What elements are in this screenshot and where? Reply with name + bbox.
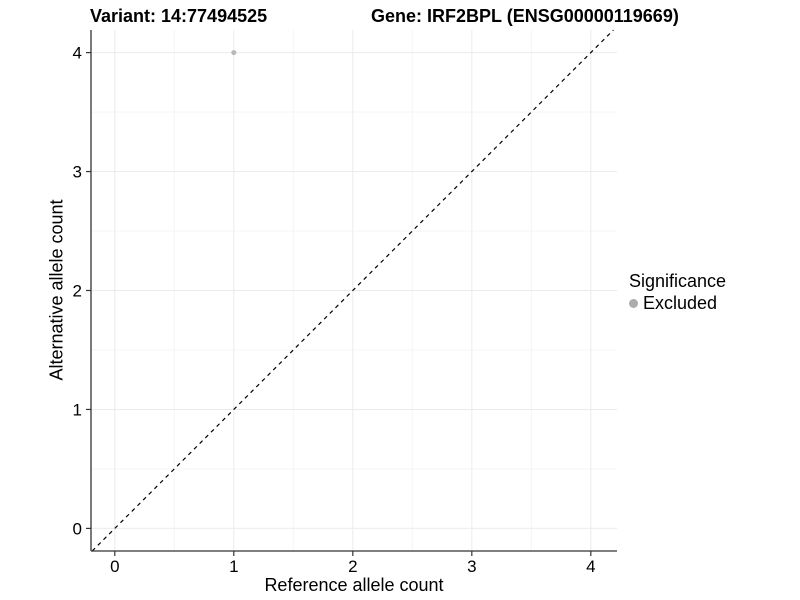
identity-line: [91, 29, 614, 552]
legend-entries: Excluded: [629, 293, 726, 314]
plot-title-gene: Gene: IRF2BPL (ENSG00000119669): [371, 6, 679, 26]
legend-label: Excluded: [643, 293, 718, 313]
legend-title: Significance: [629, 271, 727, 291]
legend: Significance Excluded: [629, 271, 726, 314]
y-axis-title: Alternative allele count: [46, 199, 67, 381]
data-point: [231, 50, 237, 56]
y-tick-label: 4: [73, 44, 82, 63]
y-tick-label: 2: [73, 282, 82, 301]
y-tick-label: 3: [73, 163, 82, 182]
x-tick-label: 4: [586, 557, 595, 576]
y-tick-label: 0: [73, 519, 82, 538]
x-axis-title: Reference allele count: [264, 575, 444, 595]
plot-title-variant: Variant: 14:77494525: [90, 6, 268, 26]
x-tick-label: 3: [467, 557, 476, 576]
x-tick-label: 0: [110, 557, 119, 576]
legend-point-icon: [629, 299, 638, 308]
x-tick-label: 2: [348, 557, 357, 576]
legend-entry: Excluded: [629, 293, 726, 314]
x-tick-label: 1: [229, 557, 238, 576]
y-tick-label: 1: [73, 400, 82, 419]
